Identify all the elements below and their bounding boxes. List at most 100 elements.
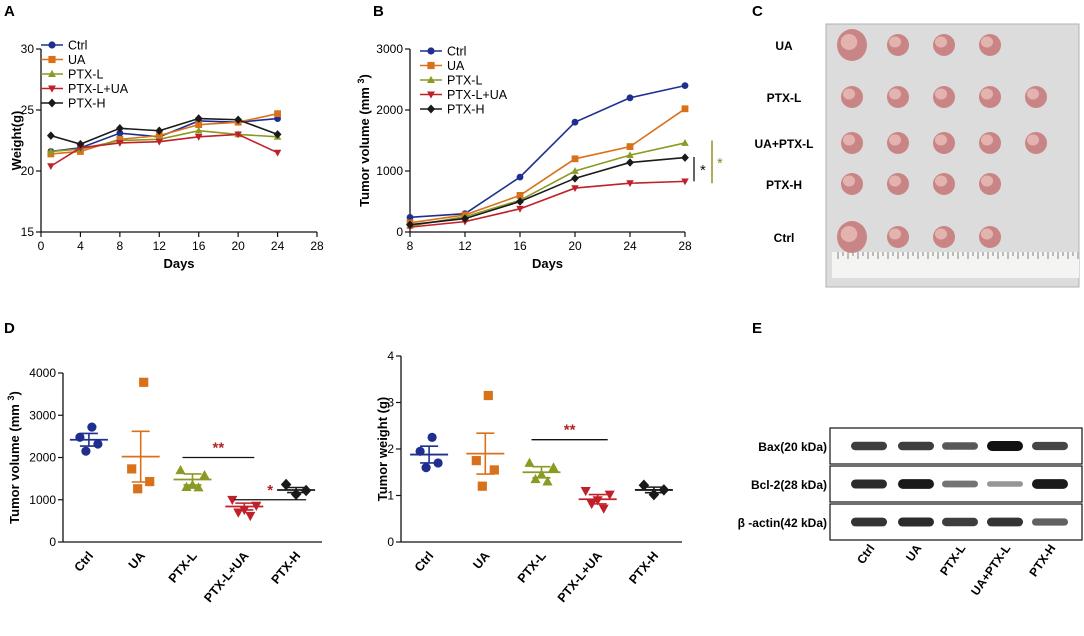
data-point-ptxh — [461, 214, 469, 223]
y-tick-label: 25 — [21, 103, 35, 117]
legend-marker-ctrl — [48, 41, 56, 49]
data-point-ua — [516, 192, 524, 199]
data-point-ctrl — [427, 432, 437, 442]
blot-band — [898, 517, 934, 527]
x-tick-label: 20 — [568, 239, 582, 253]
legend-marker-ptxl — [427, 75, 435, 84]
blot-band — [851, 479, 887, 489]
series-line-combo — [409, 180, 686, 228]
data-point-combo — [626, 180, 634, 188]
y-axis-title-end: ) — [7, 391, 22, 395]
x-tick-label: 8 — [407, 239, 414, 253]
legend-marker-ptxh — [47, 98, 57, 108]
legend-marker-ua — [427, 61, 435, 70]
data-point-ptxl — [571, 167, 579, 174]
data-point-ctrl — [681, 82, 689, 89]
photo-row-label-1: PTX-L — [767, 91, 802, 105]
y-tick-label: 2000 — [376, 103, 403, 117]
western-blot-e: Bax(20 kDa) Bcl-2(28 kDa) β -actin(42 kDa)… — [738, 427, 1083, 598]
data-point-ctrl — [421, 463, 431, 473]
series-line-ua — [409, 108, 686, 224]
y-tick-label: 20 — [21, 164, 35, 178]
tumor-highlight — [888, 228, 902, 240]
data-point-ua — [681, 105, 689, 113]
legend-label-combo: PTX-L+UA — [68, 82, 129, 96]
data-point-ua — [127, 464, 137, 474]
blot-band-label: Bax(20 kDa) — [758, 440, 827, 454]
legend-label-ptxh: PTX-H — [447, 103, 485, 117]
legend-marker-combo — [427, 91, 435, 99]
data-point-ptxl — [548, 462, 559, 472]
blot-band — [1032, 518, 1068, 526]
tumor-highlight — [888, 134, 902, 146]
blot-band — [942, 442, 978, 450]
data-point-ptxh — [406, 220, 414, 229]
legend-marker-combo — [48, 85, 56, 93]
data-point-ua — [133, 484, 143, 494]
blot-lane-label: PTX-L — [937, 542, 968, 578]
series-line-ptxh — [409, 156, 686, 226]
y-axis-title: Weight(g) — [9, 111, 24, 171]
legend-label-ptxl: PTX-L — [447, 74, 482, 88]
data-point-ua — [471, 456, 481, 466]
data-point-ctrl — [116, 129, 124, 137]
legend-marker-ctrl — [427, 47, 435, 55]
legend-marker-ua — [48, 55, 56, 64]
data-point-ptxl — [199, 469, 210, 480]
tumor-highlight — [934, 228, 948, 240]
tumor-highlight — [842, 88, 856, 100]
y-axis-title-sup: 3 — [6, 396, 16, 401]
data-point-ctrl — [415, 446, 425, 456]
photo-c-tumors: UA PTX-L UA+PTX-L PTX-H Ctrl — [754, 23, 1080, 288]
panel-label-b: B — [373, 3, 384, 20]
data-point-ptxl — [524, 457, 535, 467]
blot-band — [987, 481, 1023, 487]
blot-band — [851, 517, 887, 527]
data-point-combo — [245, 511, 256, 522]
y-tick-label: 30 — [21, 42, 35, 56]
data-point-ua — [571, 155, 579, 163]
data-point-combo — [47, 163, 55, 171]
blot-band — [851, 441, 887, 451]
data-point-ptxl — [175, 464, 186, 475]
chart-a-weight: 15 20 25 30 0 4 8 12 16 20 24 28 Days Weight(g) CtrlUA… — [9, 39, 324, 272]
data-point-ptxl — [626, 151, 634, 159]
tumor-highlight — [888, 88, 902, 100]
legend-label-ctrl: Ctrl — [68, 39, 87, 53]
data-point-combo — [681, 178, 689, 186]
x-category-label: PTX-L+UA — [555, 549, 605, 605]
data-point-ptxh — [273, 130, 282, 139]
blot-lane-label: PTX-H — [1026, 542, 1058, 580]
data-point-ptxh — [571, 174, 579, 183]
y-tick-label: 2 — [387, 442, 394, 456]
significance-stars: ** — [213, 440, 225, 457]
y-tick-label: 2000 — [29, 451, 56, 465]
data-point-ptxh — [155, 126, 164, 135]
legend-label-ctrl: Ctrl — [447, 45, 466, 59]
data-point-ptxl — [681, 139, 689, 146]
tumor-highlight — [840, 226, 858, 242]
x-category-label: PTX-L — [166, 549, 200, 586]
y-tick-label: 1000 — [29, 493, 56, 507]
data-point-combo — [580, 486, 591, 497]
data-point-ptxl — [542, 476, 553, 486]
photo-row-label-2: UA+PTX-L — [754, 137, 813, 151]
data-point-ptxh — [638, 479, 650, 492]
panel-label-a: A — [4, 3, 15, 20]
data-point-ua — [139, 377, 149, 387]
data-point-combo — [116, 140, 124, 147]
data-point-ptxl — [181, 481, 192, 491]
x-tick-label: 4 — [77, 239, 84, 253]
legend-label-ua: UA — [447, 59, 465, 73]
blot-lane-label: UA — [903, 541, 925, 564]
tumor-highlight — [888, 175, 902, 187]
photo-row-label-3: PTX-H — [766, 178, 802, 192]
x-tick-label: 28 — [678, 239, 692, 253]
data-point-ctrl — [571, 118, 579, 126]
y-tick-label: 0 — [396, 225, 403, 239]
x-tick-label: 12 — [153, 239, 167, 253]
legend-label-combo: PTX-L+UA — [447, 88, 508, 102]
blot-band — [987, 441, 1023, 451]
x-axis-title: Days — [532, 256, 563, 271]
x-category-label: PTX-H — [626, 549, 661, 587]
